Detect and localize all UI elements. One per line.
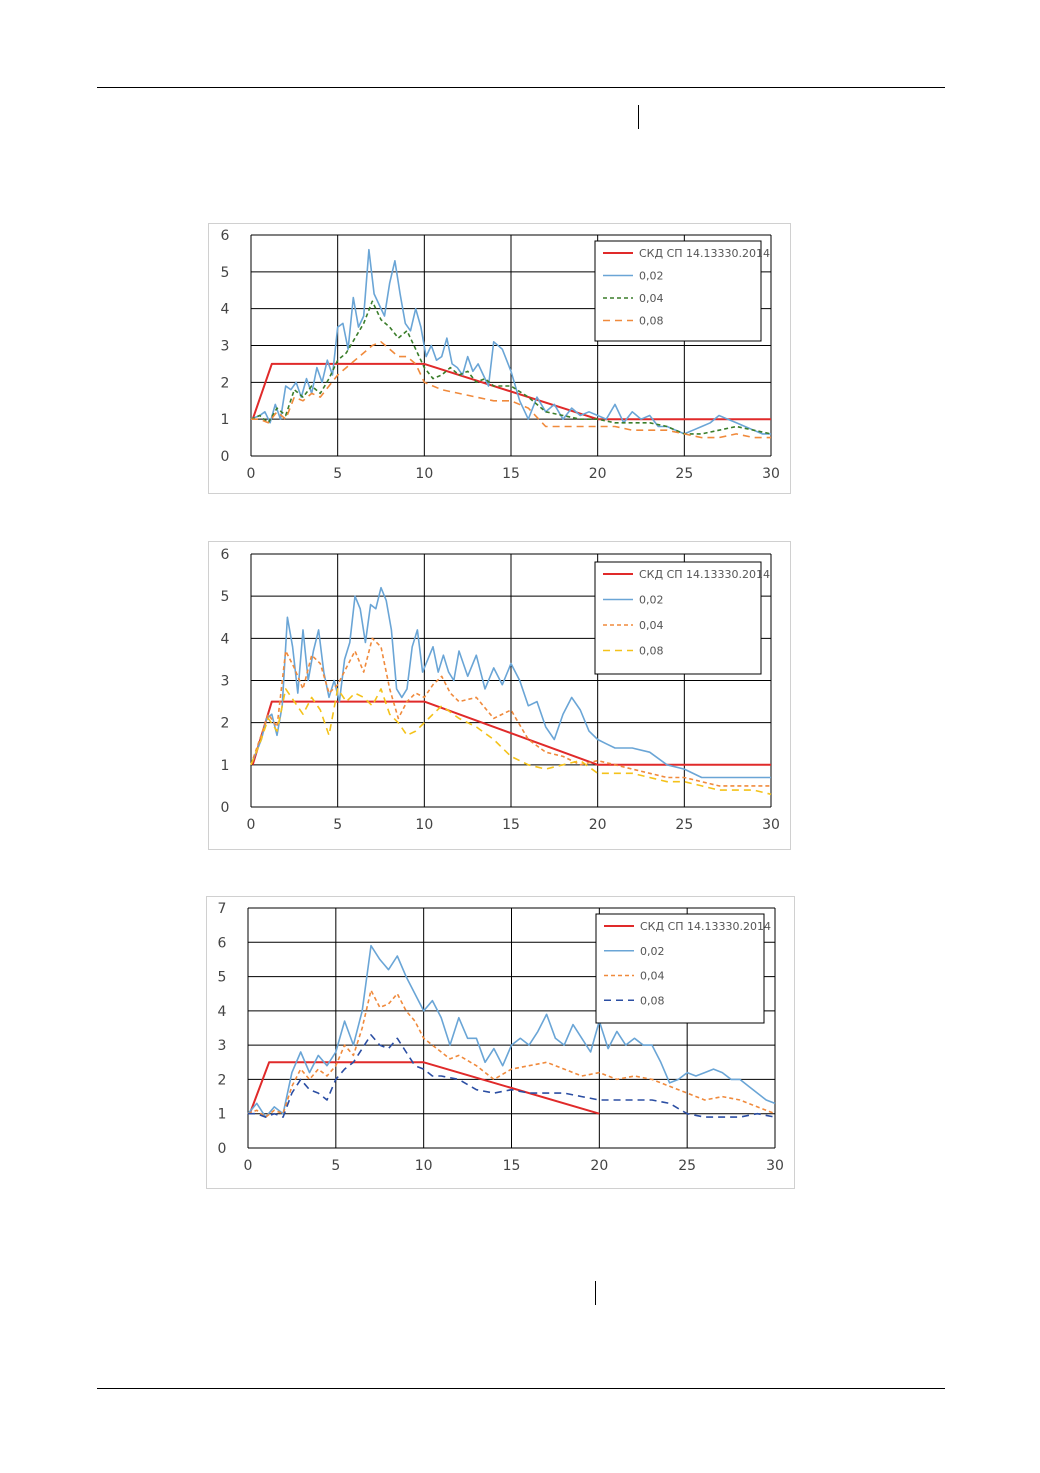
x-tick-label: 20 (589, 466, 607, 482)
x-tick-label: 0 (244, 1158, 253, 1174)
series-line-0-02 (250, 586, 771, 779)
legend-label: 0,08 (639, 315, 664, 328)
x-tick-label: 15 (503, 1158, 521, 1174)
legend-box (595, 913, 765, 1024)
series-line-skd (251, 700, 771, 766)
x-tick-label: 5 (333, 466, 342, 482)
top-marker (638, 105, 639, 129)
y-tick-label: 4 (218, 1004, 227, 1020)
legend-label: 0,04 (640, 970, 665, 983)
x-tick-label: 20 (589, 817, 607, 833)
legend-label: 0,04 (639, 619, 664, 632)
y-tick-label: 3 (221, 674, 230, 690)
y-tick-label: 5 (221, 265, 230, 281)
y-tick-label: 3 (218, 1038, 227, 1054)
series-line-0-04 (250, 300, 772, 435)
chart-3-svg: 0 5 10 15 20 25 30 0 1 2 3 4 5 6 7 СКД СП 14.13330.2014… (218, 901, 784, 1174)
legend-label: СКД СП 14.13330.2014 (639, 568, 770, 581)
x-tick-label: 25 (678, 1158, 696, 1174)
x-tick-label: 20 (590, 1158, 608, 1174)
series-line-0-02 (247, 944, 776, 1118)
y-tick-label: 2 (218, 1072, 227, 1088)
bottom-rule (97, 1388, 945, 1389)
series-line-0-08 (250, 688, 772, 796)
legend-box (594, 561, 762, 675)
x-tick-label: 25 (675, 466, 693, 482)
y-tick-label: 1 (221, 412, 230, 428)
x-tick-label: 5 (333, 817, 342, 833)
x-tick-label: 30 (762, 466, 780, 482)
y-tick-label: 7 (218, 901, 227, 917)
chart-1: 0 5 10 15 20 25 30 0 1 2 3 4 5 6 СКД СП 14.13330.2014 0… (208, 223, 791, 494)
series-line-0-04 (247, 989, 776, 1118)
legend-label: 0,02 (639, 594, 664, 607)
series-line-skd (248, 1061, 600, 1115)
top-rule (97, 87, 945, 88)
legend-label: СКД СП 14.13330.2014 (640, 920, 771, 933)
legend-label: 0,04 (639, 292, 664, 305)
x-tick-label: 15 (502, 466, 520, 482)
chart-2: 0 5 10 15 20 25 30 0 1 2 3 4 5 6 СКД СП 14.13330.2014 0… (208, 541, 791, 850)
legend-label: 0,02 (639, 270, 664, 283)
x-tick-label: 15 (502, 817, 520, 833)
y-tick-label: 6 (218, 935, 227, 951)
legend-label: 0,02 (640, 945, 665, 958)
y-tick-label: 2 (221, 716, 230, 732)
chart-2-legend: СКД СП 14.13330.2014 0,02 0,04 0,08 (594, 561, 770, 675)
y-tick-label: 0 (218, 1141, 227, 1157)
series-line-0-02 (250, 248, 771, 435)
y-tick-label: 0 (221, 449, 230, 465)
y-tick-label: 1 (221, 758, 230, 774)
x-tick-label: 10 (415, 466, 433, 482)
chart-3: 0 5 10 15 20 25 30 0 1 2 3 4 5 6 7 СКД СП 14.13330.2014… (206, 896, 795, 1189)
chart-1-legend: СКД СП 14.13330.2014 0,02 0,04 0,08 (594, 240, 770, 342)
y-tick-label: 6 (221, 547, 230, 563)
x-tick-label: 0 (247, 466, 256, 482)
series-line-0-08 (251, 341, 771, 439)
series-line-0-04 (250, 637, 771, 787)
legend-box (594, 240, 762, 342)
x-tick-label: 5 (331, 1158, 340, 1174)
y-tick-label: 3 (221, 339, 230, 355)
x-tick-label: 30 (766, 1158, 784, 1174)
y-tick-label: 1 (218, 1107, 227, 1123)
y-tick-label: 5 (221, 589, 230, 605)
series-line-0-08 (248, 1034, 776, 1118)
y-tick-label: 5 (218, 970, 227, 986)
chart-3-legend: СКД СП 14.13330.2014 0,02 0,04 0,08 (595, 913, 771, 1024)
bottom-marker (595, 1281, 596, 1305)
x-tick-label: 10 (415, 817, 433, 833)
y-tick-label: 0 (221, 800, 230, 816)
chart-1-svg: 0 5 10 15 20 25 30 0 1 2 3 4 5 6 СКД СП 14.13330.2014 0… (221, 228, 780, 482)
x-tick-label: 10 (415, 1158, 433, 1174)
legend-label: 0,08 (640, 994, 665, 1007)
series-line-skd (251, 362, 771, 421)
x-tick-label: 25 (675, 817, 693, 833)
y-tick-label: 4 (221, 302, 230, 318)
y-tick-label: 4 (221, 631, 230, 647)
x-tick-label: 30 (762, 817, 780, 833)
chart-2-svg: 0 5 10 15 20 25 30 0 1 2 3 4 5 6 СКД СП 14.13330.2014 0… (221, 547, 780, 833)
legend-label: 0,08 (639, 645, 664, 658)
x-tick-label: 0 (247, 817, 256, 833)
y-tick-label: 2 (221, 375, 230, 391)
y-tick-label: 6 (221, 228, 230, 244)
legend-label: СКД СП 14.13330.2014 (639, 247, 770, 260)
